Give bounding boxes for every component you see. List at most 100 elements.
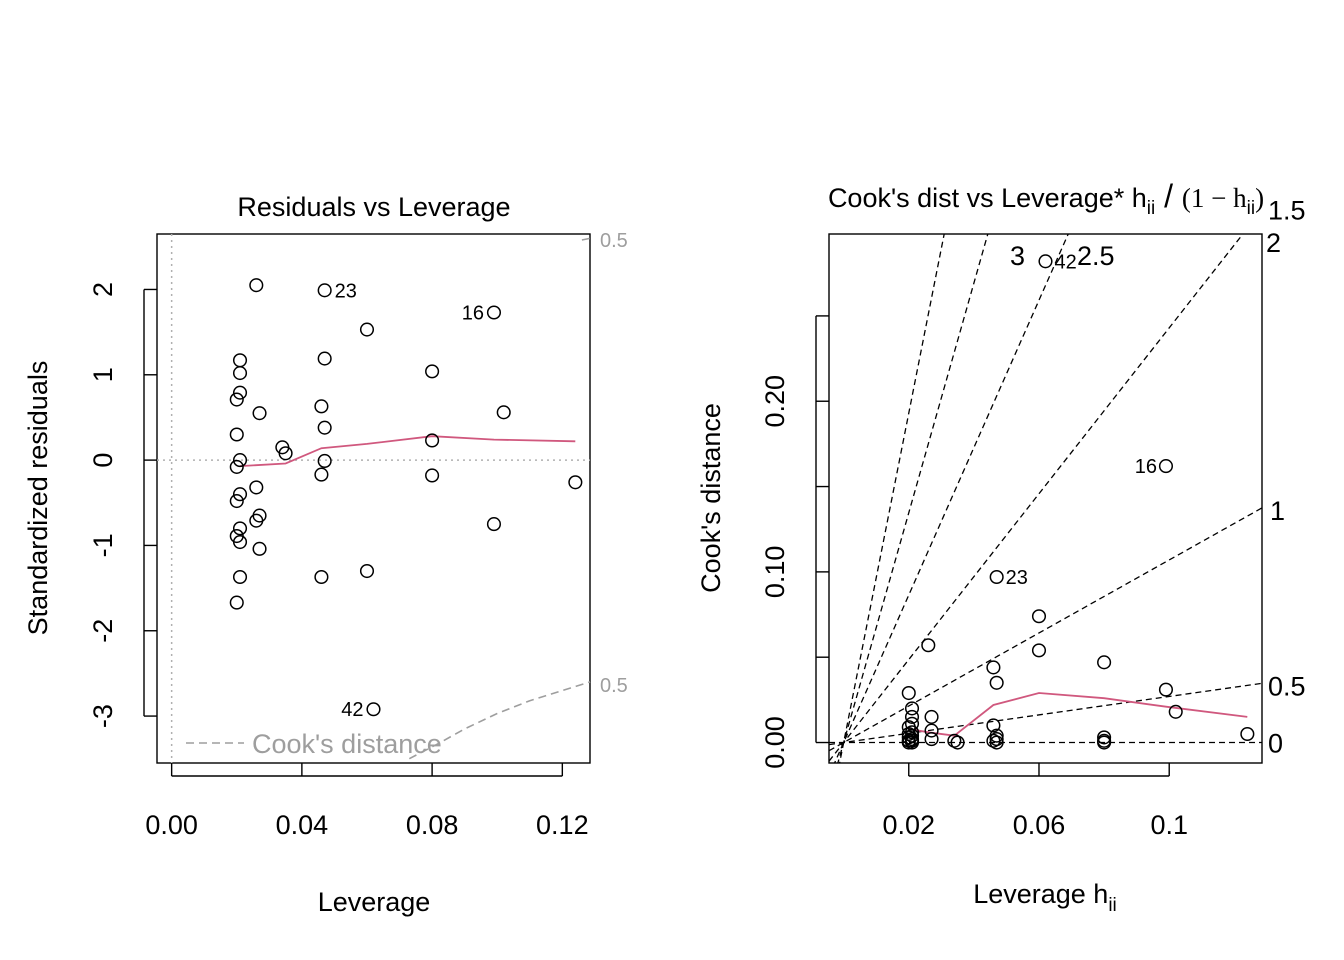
- residual-point: [252, 406, 267, 421]
- cooks-point: [1240, 726, 1255, 742]
- cooks-point: [904, 701, 920, 716]
- residual-point: [317, 283, 332, 298]
- y-tick-label: 1: [88, 367, 118, 382]
- left-y-axis-label: Standardized residuals: [23, 361, 53, 636]
- right-y-axis-label: Cook's distance: [696, 403, 726, 593]
- left-title: Residuals vs Leverage: [237, 192, 510, 222]
- residual-point: [229, 494, 244, 509]
- right-clip-group: [829, 234, 1262, 763]
- x-tick-label: 0.06: [1013, 810, 1066, 840]
- right-title-main: Cook's dist vs Leverage* h: [828, 183, 1147, 213]
- cooks-contour-line: [408, 681, 591, 760]
- x-tick-label: 0.00: [145, 810, 198, 840]
- right-title-tail-sub: ii: [1247, 198, 1255, 219]
- cooks-point: [1158, 682, 1174, 697]
- point-id-label: 23: [335, 280, 357, 302]
- residuals-vs-leverage-panel: Residuals vs Leverage 0.00 0.04 0.08 0.12 -3…: [23, 192, 628, 917]
- residual-point: [496, 405, 511, 420]
- right-x-axis-label-sub: ii: [1108, 895, 1116, 916]
- residual-point: [232, 487, 248, 502]
- residual-point: [232, 353, 248, 368]
- residual-point: [229, 392, 244, 407]
- cooks-contour-label-upper: 0.5: [600, 230, 628, 252]
- residual-point: [359, 563, 375, 579]
- left-x-axis-label: Leverage: [318, 887, 431, 917]
- cooks-point: [1097, 655, 1112, 670]
- right-x-axis-label: Leverage hii: [973, 879, 1117, 916]
- residual-point: [232, 366, 248, 381]
- residual-point: [232, 453, 248, 468]
- cooks-contour-label: 2.5: [1077, 241, 1115, 271]
- cooks-point: [1038, 254, 1053, 269]
- cooks-point: [901, 735, 916, 750]
- residual-point: [232, 521, 248, 536]
- cooks-point: [986, 718, 1001, 733]
- residual-point: [425, 364, 440, 379]
- right-title: Cook's dist vs Leverage* hii / (1 − hii): [828, 178, 1264, 219]
- residual-point: [486, 517, 502, 532]
- cooks-contour-line: [829, 682, 1262, 746]
- residual-point: [249, 513, 264, 528]
- residual-point: [229, 427, 244, 442]
- left-plot-layer: 0.00 0.04 0.08 0.12 -3 -2 -1 0 1 2 23 16 42: [88, 234, 591, 840]
- residual-point: [366, 702, 381, 717]
- cooks-point: [1031, 643, 1047, 658]
- cooks-point: [924, 723, 939, 738]
- right-title-slash: /: [1155, 178, 1182, 214]
- residual-point: [317, 351, 332, 366]
- y-tick-label: 0.10: [760, 546, 790, 599]
- residual-point: [568, 475, 583, 490]
- y-tick-label: -2: [88, 619, 118, 643]
- cooks-point: [921, 638, 936, 653]
- cooks-point: [1168, 704, 1183, 719]
- x-tick-label: 0.08: [406, 810, 459, 840]
- point-id-label: 23: [1006, 567, 1028, 589]
- cooks-contour-label-lower: 0.5: [600, 675, 628, 697]
- y-tick-label: 0.00: [760, 716, 790, 769]
- cooks-contour-label: 2: [1266, 228, 1281, 258]
- right-title-tail: (1 − h: [1182, 183, 1247, 213]
- cooks-point: [901, 685, 916, 701]
- residual-point: [317, 420, 332, 435]
- cooks-contour-label: 1.5: [1268, 196, 1306, 226]
- y-tick-label: -1: [88, 533, 118, 557]
- right-title-sub: ii: [1147, 198, 1155, 219]
- legend-cooks-label: Cook's distance: [252, 729, 442, 759]
- residual-point: [232, 534, 248, 550]
- cooks-contour-line: [829, 507, 1262, 752]
- residual-point: [278, 446, 293, 461]
- cooks-vs-leverage-panel: Cook's dist vs Leverage* hii / (1 − hii)…: [696, 178, 1306, 916]
- cooks-point: [924, 732, 939, 747]
- x-tick-label: 0.04: [276, 810, 329, 840]
- right-title-close: ): [1255, 183, 1264, 213]
- cooks-point: [986, 660, 1001, 675]
- residual-point: [229, 595, 244, 610]
- cooks-point: [1158, 459, 1174, 474]
- smooth-line: [908, 692, 1248, 737]
- cooks-point: [904, 709, 920, 724]
- point-id-label: 16: [1135, 456, 1157, 478]
- cooks-point: [1097, 735, 1112, 750]
- cooks-point: [1031, 609, 1047, 624]
- y-tick-label: 2: [88, 282, 118, 297]
- right-x-axis-label-main: Leverage h: [973, 879, 1108, 909]
- y-tick-label: -3: [88, 704, 118, 728]
- residual-point: [314, 399, 329, 414]
- cooks-contour-label: 1: [1270, 496, 1285, 526]
- cooks-point: [950, 735, 965, 750]
- residual-point: [317, 453, 332, 469]
- residual-point: [252, 541, 267, 556]
- y-tick-label: 0: [88, 453, 118, 468]
- cooks-contour-line: [833, 234, 1069, 763]
- point-id-label: 16: [462, 302, 484, 324]
- smooth-line: [239, 435, 576, 467]
- point-id-label: 42: [341, 699, 363, 721]
- cooks-point: [924, 709, 939, 724]
- residual-point: [232, 385, 248, 400]
- cooks-point: [989, 735, 1004, 750]
- cooks-contour-line: [581, 237, 591, 241]
- cooks-point: [1097, 730, 1112, 745]
- residual-point: [232, 569, 248, 585]
- point-id-label: 42: [1055, 251, 1077, 273]
- residual-point: [425, 468, 440, 483]
